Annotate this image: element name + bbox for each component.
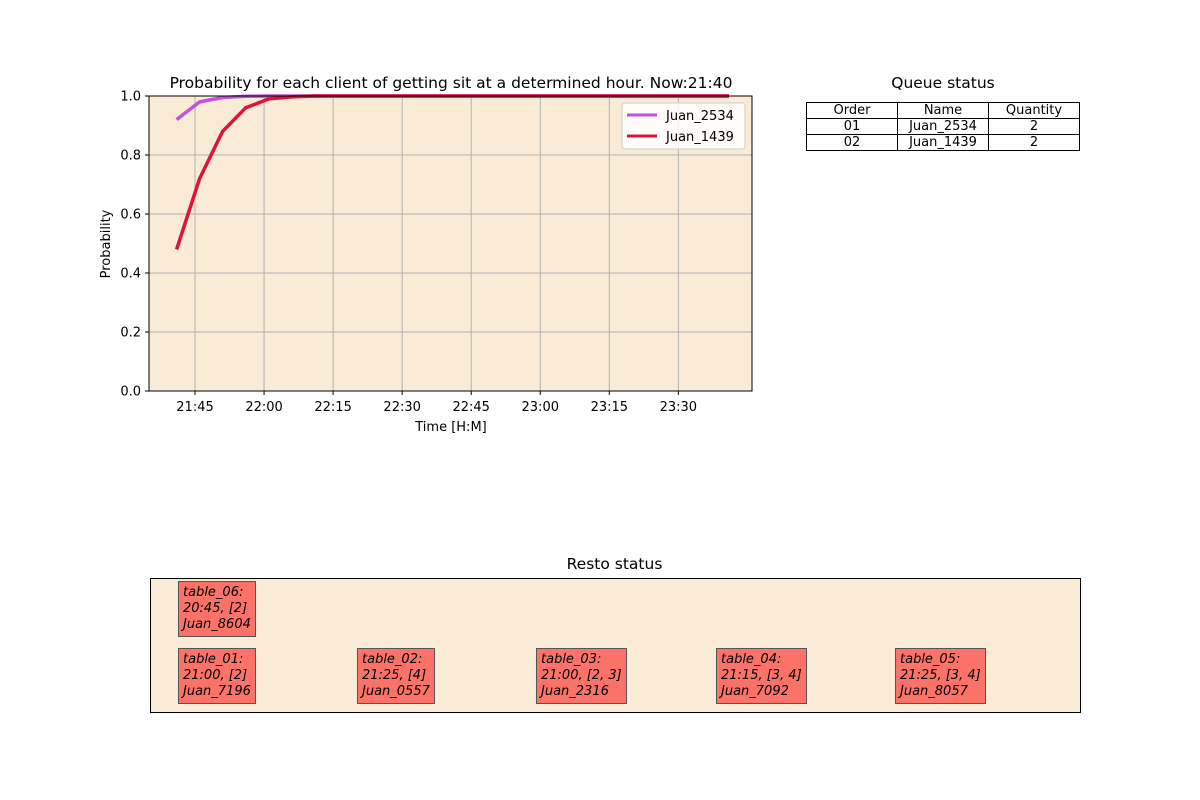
legend: Juan_2534 Juan_1439 [621,102,746,150]
table-client: Juan_2316 [541,684,609,699]
table-client: Juan_8604 [183,617,251,632]
table-card-05: table_05: 21:25, [3, 4] Juan_8057 [895,648,986,704]
table-row: 02 Juan_1439 2 [806,134,1080,151]
y-axis-label: Probability [99,209,114,278]
y-tick-label: 0.4 [120,267,141,282]
table-id: table_04: [721,652,782,667]
queue-header-row: Order Name Quantity [806,102,1080,119]
queue-cell-order: 02 [806,134,898,151]
table-time-seats: 21:15, [3, 4] [721,668,802,683]
table-client: Juan_8057 [900,684,968,699]
x-tick-label: 22:30 [383,400,420,415]
probability-chart: Probability for each client of getting s… [99,74,995,435]
table-id: table_06: [183,585,244,600]
table-client: Juan_7196 [183,684,251,699]
resto-status-panel: table_06: 20:45, [2] Juan_8604 table_01:… [150,578,1081,713]
table-client: Juan_0557 [362,684,430,699]
queue-column-header: Quantity [988,102,1080,119]
x-tick-label: 23:30 [660,400,697,415]
table-card-02: table_02: 21:25, [4] Juan_0557 [357,648,435,704]
y-tick-label: 0.6 [120,208,141,223]
legend-label-series-1: Juan_2534 [665,109,734,124]
x-ticks: 21:45 22:00 22:15 22:30 22:45 23:00 23:15 23:30 [176,391,697,415]
x-tick-label: 23:15 [591,400,628,415]
resto-status-title: Resto status [566,555,663,573]
table-id: table_03: [541,652,602,667]
x-tick-label: 22:00 [245,400,282,415]
queue-cell-name: Juan_2534 [897,118,989,135]
table-id: table_05: [900,652,961,667]
table-client: Juan_7092 [721,684,789,699]
queue-cell-name: Juan_1439 [897,134,989,151]
table-time-seats: 21:25, [3, 4] [900,668,981,683]
x-tick-label: 23:00 [522,400,559,415]
x-tick-label: 21:45 [176,400,213,415]
table-id: table_02: [362,652,423,667]
table-id: table_01: [183,652,244,667]
table-card-03: table_03: 21:00, [2, 3] Juan_2316 [536,648,627,704]
table-time-seats: 21:00, [2] [183,668,248,683]
queue-column-header: Order [806,102,898,119]
y-tick-label: 1.0 [120,90,141,105]
table-row: 01 Juan_2534 2 [806,118,1080,135]
x-tick-label: 22:45 [452,400,489,415]
plot-frame [148,95,753,392]
y-tick-label: 0.0 [120,385,141,400]
table-time-seats: 21:00, [2, 3] [541,668,622,683]
legend-label-series-2: Juan_1439 [665,130,734,145]
y-ticks: 0.0 0.2 0.4 0.6 0.8 1.0 [120,90,149,400]
y-tick-label: 0.2 [120,326,141,341]
queue-status-title: Queue status [891,74,994,92]
queue-cell-quantity: 2 [988,118,1080,135]
x-tick-label: 22:15 [314,400,351,415]
queue-cell-quantity: 2 [988,134,1080,151]
x-axis-label: Time [H:M] [414,420,486,435]
table-time-seats: 21:25, [4] [362,668,427,683]
table-time-seats: 20:45, [2] [183,601,248,616]
chart-title: Probability for each client of getting s… [170,74,733,92]
queue-status-table: Order Name Quantity 01 Juan_2534 2 02 Ju… [806,102,1080,151]
table-card-06: table_06: 20:45, [2] Juan_8604 [178,581,256,637]
table-card-01: table_01: 21:00, [2] Juan_7196 [178,648,256,704]
queue-column-header: Name [897,102,989,119]
queue-cell-order: 01 [806,118,898,135]
table-card-04: table_04: 21:15, [3, 4] Juan_7092 [716,648,807,704]
y-tick-label: 0.8 [120,149,141,164]
